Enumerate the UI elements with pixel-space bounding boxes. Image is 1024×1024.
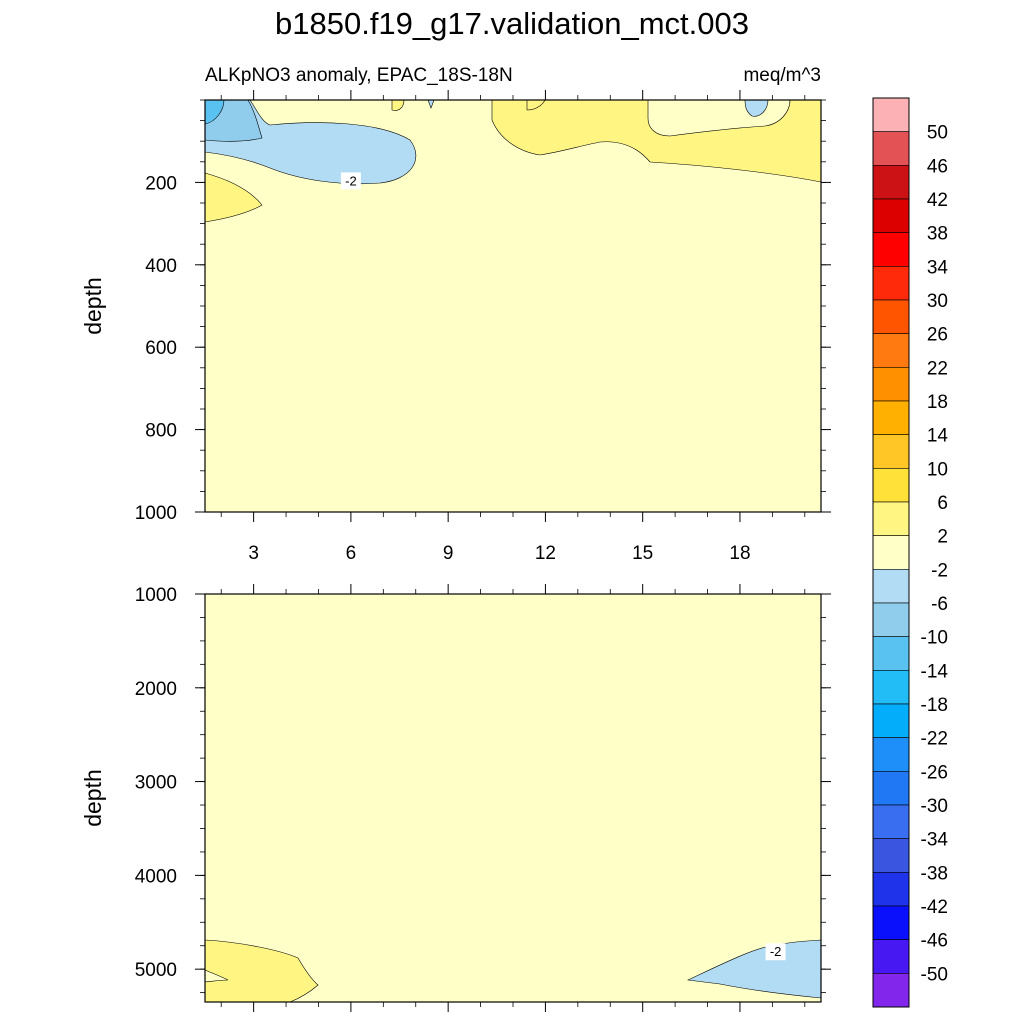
colorbar-label: -50 xyxy=(921,964,948,985)
y-tick-label: 5000 xyxy=(135,960,177,981)
bottom-panel-frame xyxy=(204,593,822,1003)
top-contour-labels: -2 xyxy=(340,172,361,190)
colorbar-swatch xyxy=(872,400,910,435)
colorbar-swatch xyxy=(872,636,910,671)
contour-label: -2 xyxy=(770,944,782,959)
colorbar-swatch xyxy=(872,198,910,233)
colorbar-swatch xyxy=(872,905,910,940)
top-region-negative-right xyxy=(744,99,769,117)
colorbar-label: 6 xyxy=(937,493,948,514)
colorbar-label: -2 xyxy=(931,560,948,581)
bottom-panel: -2 1000 2000 3000 4000 5000 depth xyxy=(80,584,831,1012)
colorbar-swatch xyxy=(872,333,910,368)
colorbar-swatch xyxy=(872,232,910,267)
top-region-positive-left xyxy=(204,172,263,223)
colorbar-label: -46 xyxy=(921,931,948,952)
x-tick-label: 9 xyxy=(443,543,454,564)
colorbar-swatch xyxy=(872,165,910,200)
colorbar-swatch xyxy=(872,804,910,839)
colorbar-swatch xyxy=(872,838,910,873)
colorbar-swatch xyxy=(872,973,910,1008)
colorbar-swatch xyxy=(872,367,910,402)
colorbar-label: -30 xyxy=(921,796,948,817)
colorbar: 50 46 42 38 34 30 26 22 18 14 10 6 2 -2 -6 -10 -14 -18 -22… xyxy=(872,97,949,1008)
x-tick-label: 6 xyxy=(346,543,357,564)
y-tick-label: 800 xyxy=(145,421,177,442)
chart-subtitle: ALKpNO3 anomaly, EPAC_18S-18N xyxy=(205,65,513,86)
colorbar-swatch xyxy=(872,602,910,637)
chart-units: meq/m^3 xyxy=(743,65,821,86)
colorbar-label: 10 xyxy=(927,459,948,480)
x-tick-label: 15 xyxy=(632,543,653,564)
chart-title: b1850.f19_g17.validation_mct.003 xyxy=(275,6,749,41)
colorbar-label: -38 xyxy=(921,863,948,884)
top-panel-frame xyxy=(204,99,822,513)
x-tick-label: 12 xyxy=(535,543,556,564)
top-panel: -2 200 400 600 800 1000 3 6 9 12 15 18 depth xyxy=(80,90,831,564)
bottom-axis-ticks: 1000 2000 3000 4000 5000 xyxy=(135,584,831,1012)
colorbar-swatch xyxy=(872,939,910,974)
colorbar-label: 38 xyxy=(927,224,948,245)
colorbar-label: 2 xyxy=(937,527,948,548)
contour-label: -2 xyxy=(345,173,357,188)
colorbar-label: 50 xyxy=(927,123,948,144)
colorbar-swatch xyxy=(872,97,910,132)
colorbar-label: 22 xyxy=(927,358,948,379)
y-tick-label: 1000 xyxy=(135,585,177,606)
y-tick-label: 1000 xyxy=(135,503,177,524)
y-tick-label: 400 xyxy=(145,256,177,277)
colorbar-swatch xyxy=(872,737,910,772)
colorbar-label: 14 xyxy=(927,426,949,447)
top-region-negative-left xyxy=(204,99,417,185)
contour-label-box xyxy=(340,172,361,190)
colorbar-swatch xyxy=(872,299,910,334)
y-tick-label: 4000 xyxy=(135,866,177,887)
bottom-panel-contours xyxy=(204,939,822,1003)
colorbar-label: 46 xyxy=(927,156,948,177)
colorbar-swatch xyxy=(872,569,910,604)
colorbar-swatch xyxy=(872,670,910,705)
colorbar-label: 34 xyxy=(927,257,949,278)
colorbar-label: 26 xyxy=(927,325,948,346)
colorbar-swatch xyxy=(872,771,910,806)
y-tick-label: 3000 xyxy=(135,773,177,794)
colorbar-label: 42 xyxy=(927,190,948,211)
colorbar-swatch xyxy=(872,434,910,469)
colorbar-label: -34 xyxy=(921,830,949,851)
colorbar-swatch xyxy=(872,535,910,570)
bottom-region-positive-left xyxy=(204,939,319,1003)
y-tick-label: 200 xyxy=(145,173,177,194)
colorbar-label: -42 xyxy=(921,897,948,918)
colorbar-label: -18 xyxy=(921,695,948,716)
colorbar-label: -6 xyxy=(931,594,948,615)
colorbar-swatch xyxy=(872,266,910,301)
top-axis-ticks: 200 400 600 800 1000 3 6 9 12 15 18 xyxy=(135,90,831,564)
x-tick-label: 3 xyxy=(248,543,259,564)
colorbar-swatch xyxy=(872,703,910,738)
colorbar-label: 30 xyxy=(927,291,948,312)
y-tick-label: 2000 xyxy=(135,679,177,700)
bottom-y-axis-label: depth xyxy=(80,769,106,827)
colorbar-label: -26 xyxy=(921,762,948,783)
top-panel-contours xyxy=(204,99,822,223)
colorbar-swatch xyxy=(872,468,910,503)
colorbar-label: 18 xyxy=(927,392,948,413)
colorbar-label: -10 xyxy=(921,628,948,649)
colorbar-swatch xyxy=(872,131,910,166)
bottom-contour-labels: -2 xyxy=(765,943,786,961)
y-tick-label: 600 xyxy=(145,338,177,359)
colorbar-label: -22 xyxy=(921,729,948,750)
colorbar-swatch xyxy=(872,872,910,907)
x-tick-label: 18 xyxy=(729,543,750,564)
bottom-panel-background xyxy=(205,594,821,1002)
contour-label-box xyxy=(765,943,786,961)
colorbar-frame xyxy=(872,97,910,1008)
colorbar-swatch xyxy=(872,501,910,536)
top-y-axis-label: depth xyxy=(80,277,106,335)
colorbar-label: -14 xyxy=(921,661,949,682)
